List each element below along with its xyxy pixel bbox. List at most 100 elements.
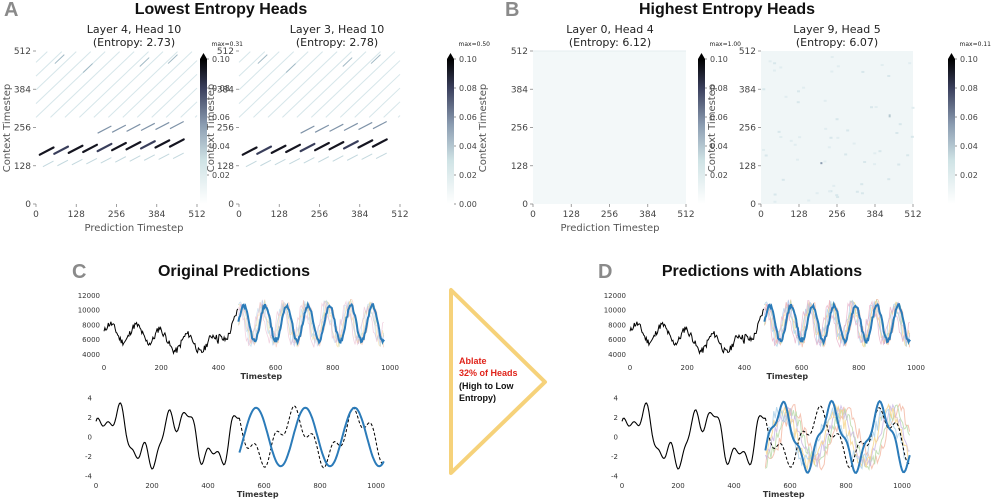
heatmap-xlabel-3: Prediction Timestep	[561, 223, 660, 234]
heatmap-faint-stripe	[143, 154, 156, 161]
heatmap-attention-stripe	[53, 145, 70, 155]
heatmap-entropy-2: (Entropy: 2.78)	[296, 36, 378, 49]
colorbar-tick-label: 0.10	[960, 55, 978, 64]
heatmap-faint-stripe	[260, 159, 272, 167]
timeseries-ytick-label: 4000	[608, 351, 626, 359]
heatmap-faint-diagonal	[267, 51, 338, 118]
section-title-a: Lowest Entropy Heads	[135, 1, 308, 18]
heatmap-attention-stripe	[139, 140, 156, 150]
heatmap-ytick-label: 256	[739, 124, 756, 134]
timeseries-ytick-label: 6000	[82, 336, 100, 344]
timeseries-xlabel: Timestep	[237, 490, 279, 499]
heatmap-noise-cell	[898, 123, 902, 126]
heatmap-noise-cell	[835, 118, 839, 121]
heatmap-noise-cell	[829, 136, 833, 139]
heatmap-faint-diagonal	[383, 101, 401, 118]
heatmap-xtick-label: 512	[391, 210, 408, 220]
timeseries-xtick-label: 400	[738, 364, 751, 372]
heatmap-sparse-stripe	[82, 63, 93, 73]
heatmap-noise-cell	[895, 131, 899, 134]
heatmap-ytick-label: 0	[228, 200, 234, 210]
timeseries-ytick-label: 6000	[608, 336, 626, 344]
timeseries-ytick-label: 0	[614, 434, 618, 442]
timeseries-xtick-label: 200	[155, 364, 168, 372]
heatmap-faint-diagonal	[368, 87, 401, 118]
timeseries-xtick-label: 800	[326, 364, 339, 372]
timeseries-history-line	[621, 402, 766, 470]
heatmap-entropy-1: (Entropy: 2.73)	[93, 36, 175, 49]
heatmap-secondary-stripe	[329, 123, 344, 132]
timeseries-xtick-label: 400	[201, 482, 214, 490]
colorbar-max-label: max=0.50	[459, 41, 491, 48]
timeseries-xtick-label: 600	[269, 364, 282, 372]
timeseries-history-line	[629, 308, 765, 356]
timeseries-ytick-label: 0	[88, 434, 92, 442]
timeseries-ground-truth-line	[764, 405, 911, 469]
colorbar-tick-label: 0.08	[459, 84, 477, 93]
heatmap-secondary-stripe	[126, 123, 141, 132]
colorbar-tick-label: 0.06	[960, 113, 978, 122]
heatmap-noise-cell	[855, 190, 859, 193]
heatmap-title-3: Layer 0, Head 4	[566, 23, 653, 36]
colorbar-tick-label: 0.10	[459, 55, 477, 64]
heatmap-sparse-stripe	[285, 63, 296, 73]
heatmap-noise-cell	[897, 163, 901, 166]
heatmap-sparse-stripe	[139, 57, 150, 67]
heatmap-noise-cell	[773, 62, 777, 65]
heatmap-faint-stripe	[86, 157, 98, 165]
section-title-b: Highest Entropy Heads	[639, 1, 815, 18]
heatmap-sparse-stripe	[257, 54, 268, 64]
heatmap-faint-diagonal	[238, 51, 295, 104]
panel-letter-c: C	[72, 261, 86, 283]
timeseries-forecast-line	[238, 406, 385, 468]
timeseries-forecast-line	[237, 301, 386, 346]
heatmap-secondary-stripe	[358, 121, 373, 131]
heatmap-noise-cell	[815, 192, 819, 195]
heatmap-noise-cell	[793, 143, 797, 146]
heatmap-xtick-label: 0	[758, 210, 764, 220]
colorbar-tick-label: 0.06	[459, 113, 477, 122]
heatmap-noise-cell	[836, 136, 840, 139]
timeseries-xtick-label: 600	[795, 364, 808, 372]
heatmap-attention-stripe	[154, 139, 171, 149]
timeseries-ytick-label: 10000	[604, 307, 626, 315]
colorbar-tick-label: 0.00	[459, 200, 477, 209]
heatmap-noise-cell	[807, 199, 811, 202]
heatmap-attention-stripe	[67, 144, 84, 155]
heatmap-xtick-label: 128	[271, 210, 288, 220]
heatmap-noise-cell	[860, 192, 864, 195]
heatmap-faint-stripe	[361, 153, 373, 160]
colorbar-extend-arrow-icon	[948, 53, 955, 59]
heatmap-attention-stripe	[285, 143, 302, 154]
heatmap-faint-stripe	[346, 154, 359, 161]
timeseries-history-line	[95, 402, 240, 470]
heatmap-layer9-head5: 0 128 256 384 512 0 128 256 384 512	[739, 47, 922, 220]
heatmap-noise-cell	[823, 160, 827, 163]
colorbar-tick-label: 0.06	[212, 113, 230, 122]
heatmap-layer4-head10: 0 128 256 384 512 0 128 256 384 512	[14, 47, 206, 220]
heatmap-secondary-stripe	[97, 125, 112, 134]
timeseries-ytick-label: 12000	[78, 292, 100, 300]
heatmap-xtick-label: 256	[828, 210, 845, 220]
colorbar-4: max=0.11 0.10 0.08 0.06 0.04 0.02	[948, 41, 991, 204]
timeseries-xlabel: Timestep	[763, 490, 805, 499]
panel-letter-b: B	[505, 0, 519, 21]
heatmap-attention-stripe	[241, 146, 258, 156]
timeseries-original-top: 0 200 400 600 800 1000 12000 10000 8000 6000 4000 T…	[78, 292, 399, 381]
heatmap-ytick-label: 384	[217, 85, 234, 95]
heatmap-ytick-label: 256	[217, 124, 234, 134]
timeseries-ytick-label: 4000	[82, 351, 100, 359]
heatmap-noise-cell	[835, 194, 839, 197]
colorbar-tick-label: 0.04	[212, 142, 230, 151]
heatmap-xtick-label: 384	[866, 210, 883, 220]
heatmap-faint-stripe	[303, 157, 315, 164]
heatmap-ytick-label: 0	[750, 200, 756, 210]
heatmap-sparse-stripe	[167, 54, 178, 64]
colorbar-gradient	[447, 59, 454, 204]
timeseries-xtick-label: 200	[145, 482, 158, 490]
heatmap-sparse-stripe	[54, 54, 65, 64]
colorbar-tick-label: 0.10	[212, 55, 230, 64]
heatmap-faint-diagonal	[35, 51, 92, 104]
heatmap-faint-diagonal	[79, 51, 149, 118]
timeseries-xtick-label: 1000	[381, 364, 399, 372]
